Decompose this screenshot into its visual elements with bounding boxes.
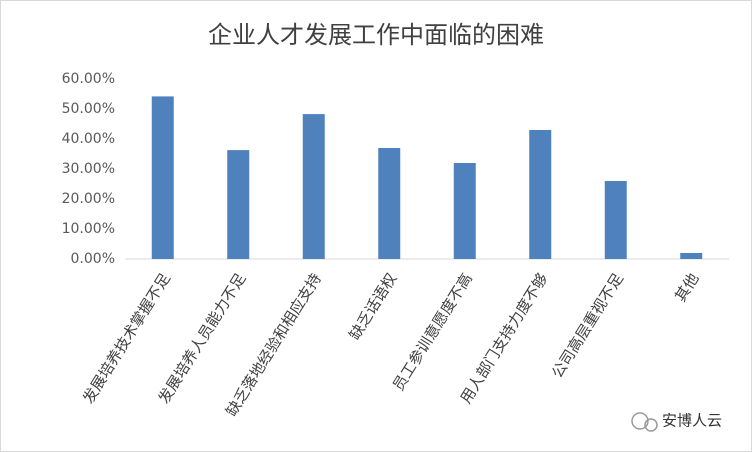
y-tick-label: 40.00% <box>62 131 115 147</box>
bar <box>604 181 627 259</box>
y-tick-label: 30.00% <box>62 161 115 177</box>
chart-title: 企业人才发展工作中面临的困难 <box>208 21 544 49</box>
bar <box>453 163 476 259</box>
y-tick-label: 0.00% <box>71 251 115 267</box>
bar <box>151 96 174 260</box>
bar <box>378 148 401 259</box>
bar <box>302 114 325 259</box>
y-tick-label: 60.00% <box>62 71 115 87</box>
y-tick-label: 10.00% <box>62 221 115 237</box>
y-tick-label: 50.00% <box>62 101 115 117</box>
watermark-icon <box>631 412 658 432</box>
watermark: 安博人云 <box>662 412 722 430</box>
bar <box>529 130 552 259</box>
bar <box>680 253 703 259</box>
y-tick-label: 20.00% <box>62 191 115 207</box>
bar <box>227 150 250 259</box>
